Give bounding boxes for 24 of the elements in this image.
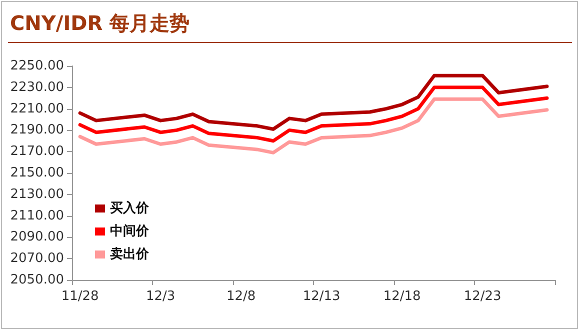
y-tick-label: 2090.00 bbox=[10, 230, 64, 245]
legend-label: 卖出价 bbox=[110, 247, 150, 262]
line-series bbox=[78, 74, 549, 131]
x-tick-label: 11/28 bbox=[61, 289, 99, 304]
legend-label: 中间价 bbox=[110, 224, 150, 239]
y-tick-label: 2230.00 bbox=[10, 80, 64, 95]
y-tick-label: 2110.00 bbox=[10, 208, 64, 224]
legend-label: 买入价 bbox=[110, 200, 150, 216]
line-series bbox=[78, 86, 549, 143]
y-tick-label: 2070.00 bbox=[10, 251, 64, 266]
y-tick-label: 2170.00 bbox=[10, 144, 64, 160]
x-tick-label: 12/18 bbox=[383, 289, 421, 304]
y-tick-label: 2050.00 bbox=[10, 272, 64, 288]
y-tick-label: 2250.00 bbox=[10, 58, 64, 74]
x-tick-label: 12/13 bbox=[302, 289, 340, 304]
line-series bbox=[78, 97, 549, 154]
chart-title: CNY/IDR 每月走势 bbox=[10, 10, 190, 37]
x-tick-label: 12/8 bbox=[226, 289, 256, 304]
x-tick-label: 12/3 bbox=[146, 289, 176, 304]
y-tick-label: 2150.00 bbox=[10, 166, 64, 180]
y-tick-label: 2190.00 bbox=[10, 122, 64, 138]
x-tick-label: 12/23 bbox=[464, 289, 502, 304]
y-tick-label: 2210.00 bbox=[10, 101, 64, 116]
y-tick-label: 2130.00 bbox=[10, 186, 64, 202]
